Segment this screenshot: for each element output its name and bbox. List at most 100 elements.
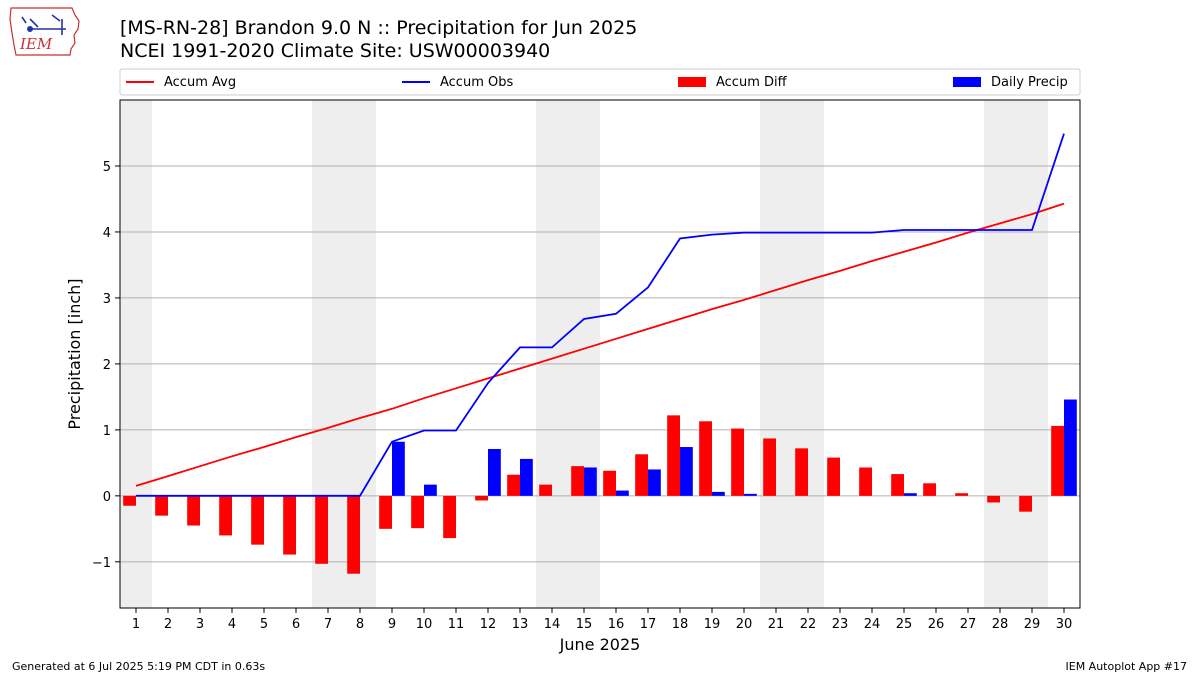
x-tick-label: 16	[608, 617, 625, 632]
weekend-shade-day-22	[792, 100, 824, 608]
weekend-shade-day-21	[760, 100, 792, 608]
x-tick-label: 22	[800, 617, 817, 632]
bars	[123, 399, 1077, 574]
accum-diff-bar-day-4	[219, 495, 232, 536]
y-tick-label: 1	[103, 424, 111, 439]
x-tick-label: 6	[292, 617, 300, 632]
accum-diff-bar-day-9	[379, 495, 392, 529]
x-tick-label: 2	[164, 617, 172, 632]
chart-subtitle: NCEI 1991-2020 Climate Site: USW00003940	[120, 40, 551, 62]
weekend-shading	[120, 100, 1048, 608]
accum-diff-bar-day-28	[987, 495, 1000, 503]
footer-app: IEM Autoplot App #17	[1065, 660, 1188, 673]
accum-diff-bar-day-27	[955, 493, 968, 496]
plot-frame	[119, 99, 1081, 609]
weather-symbols-shape	[21, 14, 66, 35]
legend-diff-label: Accum Diff	[716, 75, 788, 90]
x-tick-label: 20	[736, 617, 753, 632]
daily-precip-bar-day-17	[648, 469, 661, 496]
daily-precip-bar-day-16	[616, 490, 629, 496]
accum-diff-bar-day-10	[411, 495, 424, 529]
y-tick-label: 0	[103, 490, 111, 505]
legend-avg-label: Accum Avg	[164, 75, 236, 90]
x-tick-label: 7	[324, 617, 332, 632]
accum-diff-bar-day-15	[571, 466, 584, 496]
x-tick-label: 1	[132, 617, 140, 632]
y-tick-label: 4	[103, 226, 111, 241]
daily-precip-bar-day-15	[584, 467, 597, 496]
accum-diff-bar-day-11	[443, 495, 456, 539]
x-tick-label: 8	[356, 617, 364, 632]
legend-obs-label: Accum Obs	[440, 75, 513, 90]
accum-diff-bar-day-30	[1051, 425, 1064, 496]
iem-logo: IEM	[9, 7, 80, 56]
accum-diff-bar-day-19	[699, 421, 712, 496]
accum-diff-bar-day-25	[891, 474, 904, 496]
accum-diff-bar-day-23	[827, 457, 840, 496]
footer-generated: Generated at 6 Jul 2025 5:19 PM CDT in 0…	[12, 660, 266, 673]
daily-precip-bar-day-18	[680, 447, 693, 496]
y-axis-label: Precipitation [inch]	[65, 278, 84, 429]
iowa-outline-shape	[9, 7, 80, 56]
accum-diff-bar-day-26	[923, 483, 936, 496]
weather-dot-shape	[27, 26, 33, 32]
accum-diff-bar-day-18	[667, 415, 680, 496]
chart-title: [MS-RN-28] Brandon 9.0 N :: Precipitatio…	[120, 17, 638, 39]
accum-diff-bar-day-6	[283, 495, 296, 555]
x-tick-label: 28	[992, 617, 1009, 632]
legend-daily-swatch	[953, 77, 981, 87]
accum-diff-bar-day-14	[539, 484, 552, 496]
accum-diff-bar-day-2	[155, 495, 168, 516]
gridlines	[120, 165, 1080, 563]
y-tick-label: 2	[103, 358, 111, 373]
legend-box	[119, 68, 1081, 96]
daily-precip-bar-day-9	[392, 441, 405, 496]
legend-daily-label: Daily Precip	[991, 75, 1068, 90]
daily-precip-bar-day-12	[488, 449, 501, 496]
x-tick-label: 4	[228, 617, 236, 632]
logo-text: IEM	[19, 35, 53, 53]
x-tick-label: 3	[196, 617, 204, 632]
x-tick-label: 23	[832, 617, 849, 632]
y-tick-label: 5	[103, 160, 111, 175]
weekend-shade-day-15	[568, 100, 600, 608]
x-tick-label: 5	[260, 617, 268, 632]
accum-diff-bar-day-24	[859, 467, 872, 496]
weekend-shade-day-28	[984, 100, 1016, 608]
weekend-shade-day-14	[536, 100, 568, 608]
x-tick-label: 29	[1024, 617, 1041, 632]
x-axis-label: June 2025	[559, 635, 641, 654]
accum-diff-bar-day-17	[635, 454, 648, 496]
x-tick-label: 18	[672, 617, 689, 632]
x-tick-label: 13	[512, 617, 529, 632]
accum-diff-bar-day-8	[347, 495, 360, 574]
x-tick-label: 15	[576, 617, 593, 632]
accum-avg-line	[135, 202, 1065, 487]
x-tick-label: 17	[640, 617, 657, 632]
accum-diff-bar-day-29	[1019, 495, 1032, 512]
daily-precip-bar-day-20	[744, 493, 757, 496]
x-tick-label: 25	[896, 617, 913, 632]
daily-precip-bar-day-19	[712, 491, 725, 496]
x-tick-label: 19	[704, 617, 721, 632]
y-tick-label: 3	[103, 292, 111, 307]
daily-precip-bar-day-10	[424, 484, 437, 496]
x-tick-label: 12	[480, 617, 497, 632]
weekend-shade-day-29	[1016, 100, 1048, 608]
daily-precip-bar-day-30	[1064, 399, 1077, 496]
accum-diff-bar-day-12	[475, 495, 488, 501]
daily-precip-bar-day-25	[904, 493, 917, 496]
x-tick-label: 26	[928, 617, 945, 632]
x-tick-label: 24	[864, 617, 881, 632]
accum-diff-bar-day-22	[795, 448, 808, 496]
lines	[135, 133, 1065, 497]
x-tick-label: 10	[416, 617, 433, 632]
x-tick-label: 21	[768, 617, 785, 632]
y-tick-label: −1	[92, 556, 111, 571]
x-tick-label: 14	[544, 617, 561, 632]
x-tick-label: 27	[960, 617, 977, 632]
accum-obs-line	[136, 133, 1065, 497]
accum-diff-bar-day-20	[731, 428, 744, 496]
legend: Accum Avg Accum Obs Accum Diff Daily Pre…	[119, 68, 1081, 96]
daily-precip-bar-day-13	[520, 458, 533, 496]
